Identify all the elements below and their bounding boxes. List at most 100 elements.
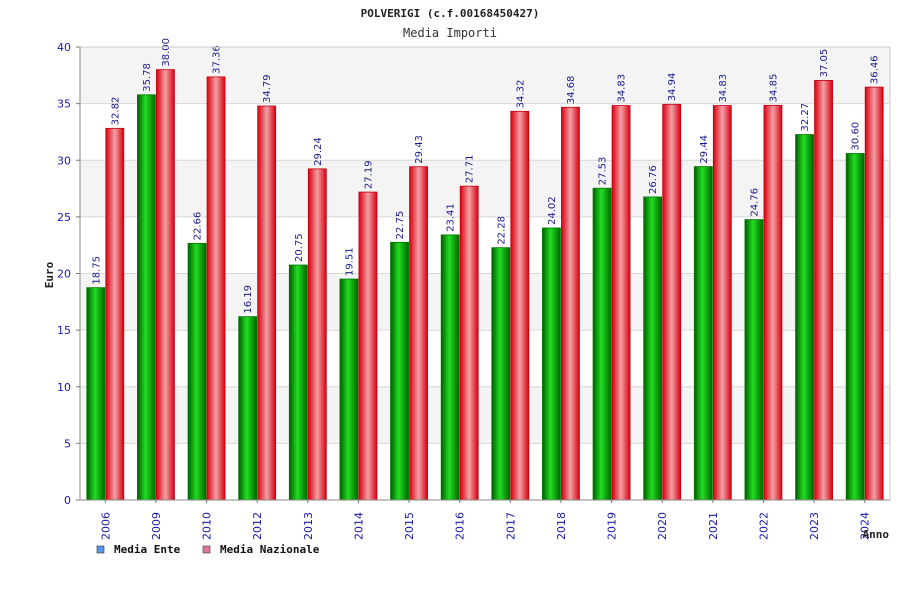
bar-media-nazionale xyxy=(662,103,682,501)
x-tick-label: 2014 xyxy=(352,512,365,540)
bar-media-ente xyxy=(187,242,207,501)
x-tick-label: 2022 xyxy=(757,512,770,540)
bar-media-ente xyxy=(744,219,764,501)
data-label: 24.76 xyxy=(749,188,760,217)
y-tick-label: 40 xyxy=(57,41,71,54)
data-label: 34.32 xyxy=(515,80,526,109)
data-label: 36.46 xyxy=(870,55,881,84)
data-label: 19.51 xyxy=(344,247,355,276)
data-label: 30.60 xyxy=(851,122,862,151)
x-axis-label: Anno xyxy=(863,528,890,541)
bar-media-ente xyxy=(795,134,814,501)
y-tick-label: 30 xyxy=(57,154,71,167)
x-tick-label: 2010 xyxy=(201,512,214,540)
data-label: 34.79 xyxy=(262,74,273,103)
legend-swatch-media-nazionale xyxy=(202,545,211,554)
data-label: 32.27 xyxy=(800,103,811,132)
data-label: 37.05 xyxy=(819,49,830,78)
bar-media-nazionale xyxy=(611,105,631,501)
y-tick-label: 10 xyxy=(57,381,71,394)
bar-media-ente xyxy=(693,166,713,501)
data-label: 29.24 xyxy=(313,137,324,166)
data-label: 32.82 xyxy=(110,97,121,126)
bar-media-ente xyxy=(643,196,663,501)
x-tick-label: 2016 xyxy=(454,512,467,540)
x-tick-label: 2020 xyxy=(656,512,669,540)
bar-media-ente xyxy=(288,264,308,501)
bar-media-ente xyxy=(542,227,561,501)
legend-label-media-nazionale: Media Nazionale xyxy=(220,543,320,556)
y-tick-label: 25 xyxy=(57,211,71,224)
y-tick-label: 20 xyxy=(57,268,71,281)
bar-media-nazionale xyxy=(105,127,125,501)
bar-media-nazionale xyxy=(712,105,732,501)
bar-media-nazionale xyxy=(459,185,479,501)
bar-media-nazionale xyxy=(358,191,378,501)
data-label: 27.19 xyxy=(363,160,374,189)
data-label: 29.43 xyxy=(414,135,425,164)
data-label: 26.76 xyxy=(648,165,659,194)
bar-media-ente xyxy=(238,316,258,501)
legend-label-media-ente: Media Ente xyxy=(114,543,181,556)
x-tick-label: 2009 xyxy=(150,512,163,540)
bar-media-ente xyxy=(339,278,359,501)
x-tick-label: 2013 xyxy=(302,512,315,540)
data-label: 34.68 xyxy=(566,76,577,105)
chart-title: POLVERIGI (c.f.00168450427) xyxy=(361,7,540,20)
bar-media-nazionale xyxy=(206,76,226,501)
bar-media-nazionale xyxy=(307,168,327,501)
chart-subtitle: Media Importi xyxy=(403,26,497,40)
x-tick-label: 2012 xyxy=(251,512,264,540)
data-label: 24.02 xyxy=(547,196,558,225)
bar-media-nazionale xyxy=(156,69,175,501)
data-label: 27.71 xyxy=(465,155,476,184)
y-tick-label: 0 xyxy=(64,494,71,507)
y-tick-label: 15 xyxy=(57,324,71,337)
data-label: 20.75 xyxy=(294,233,305,262)
bar-media-ente xyxy=(440,234,460,501)
data-label: 22.66 xyxy=(193,212,204,241)
data-label: 38.00 xyxy=(161,38,172,67)
data-label: 35.78 xyxy=(142,63,153,92)
data-label: 34.85 xyxy=(768,74,779,103)
x-tick-label: 2006 xyxy=(99,512,112,540)
legend-swatch-media-ente xyxy=(96,545,105,554)
data-label: 16.19 xyxy=(243,285,254,314)
bar-media-nazionale xyxy=(763,104,783,501)
y-axis-label: Euro xyxy=(43,261,56,288)
x-tick-label: 2019 xyxy=(606,512,619,540)
data-label: 29.44 xyxy=(699,135,710,164)
bar-media-ente xyxy=(592,187,612,501)
x-tick-label: 2015 xyxy=(403,512,416,540)
legend: Media Ente Media Nazionale xyxy=(96,543,320,556)
x-tick-label: 2023 xyxy=(808,512,821,540)
bar-media-nazionale xyxy=(864,86,884,501)
bar-media-nazionale xyxy=(409,166,428,501)
x-tick-label: 2018 xyxy=(555,512,568,540)
x-tick-label: 2021 xyxy=(707,512,720,540)
bar-media-nazionale xyxy=(257,105,277,501)
y-tick-label: 5 xyxy=(64,437,71,450)
data-label: 18.75 xyxy=(91,256,102,285)
x-tick-label: 2017 xyxy=(504,512,517,540)
x-tick-label: 2024 xyxy=(859,512,872,540)
bar-media-nazionale xyxy=(561,106,580,501)
data-label: 22.28 xyxy=(496,216,507,245)
bar-media-ente xyxy=(491,247,511,501)
bar-media-nazionale xyxy=(814,80,833,501)
data-label: 27.53 xyxy=(598,157,609,186)
data-label: 34.83 xyxy=(617,74,628,103)
bar-media-ente xyxy=(845,153,865,501)
data-label: 22.75 xyxy=(395,211,406,240)
bar-media-ente xyxy=(390,241,409,501)
bar-media-ente xyxy=(137,94,156,501)
bar-media-nazionale xyxy=(510,110,530,501)
bar-media-ente xyxy=(86,287,106,501)
data-label: 23.41 xyxy=(446,203,457,232)
data-label: 37.36 xyxy=(212,45,223,74)
y-tick-label: 35 xyxy=(57,98,71,111)
data-label: 34.94 xyxy=(667,73,678,102)
data-label: 34.83 xyxy=(718,74,729,103)
